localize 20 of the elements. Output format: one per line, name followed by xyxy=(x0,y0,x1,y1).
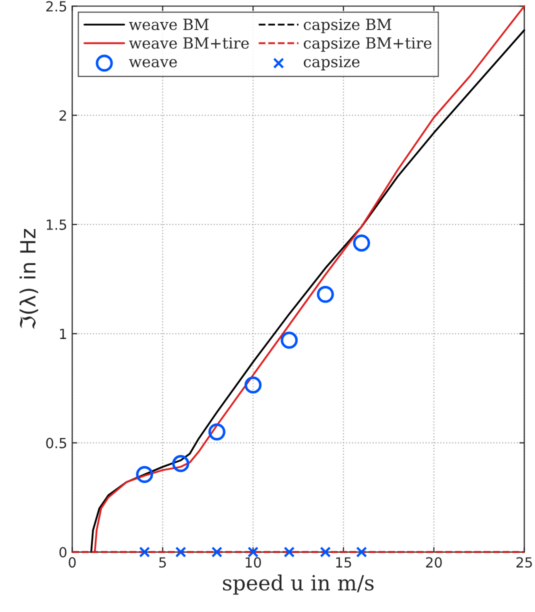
legend-label: weave BM+tire xyxy=(129,37,249,49)
x-axis-title: speed u in m/s xyxy=(223,574,374,595)
y-tick-label: 0.5 xyxy=(46,438,66,448)
x-tick-label: 0 xyxy=(68,557,76,568)
x-tick-label: 10 xyxy=(246,557,261,568)
legend-label: weave xyxy=(129,59,177,68)
legend-label: capsize xyxy=(304,56,360,70)
x-tick-label: 20 xyxy=(426,557,442,568)
y-tick-label: 0 xyxy=(59,546,66,558)
y-tick-label: 2 xyxy=(60,110,66,121)
legend-label: capsize BM+tire xyxy=(304,37,432,52)
x-tick-label: 5 xyxy=(159,557,166,568)
y-tick-label: 1.5 xyxy=(46,220,66,230)
y-tick-label: 2.5 xyxy=(46,1,66,12)
y-tick-label: 1 xyxy=(60,328,66,339)
x-tick-label: 25 xyxy=(516,557,532,568)
x-tick-label: 15 xyxy=(336,557,352,568)
legend-label: weave BM xyxy=(129,18,209,30)
legend-label: capsize BM xyxy=(304,18,392,34)
y-axis-title: ℑ(λ) in Hz xyxy=(20,228,38,329)
